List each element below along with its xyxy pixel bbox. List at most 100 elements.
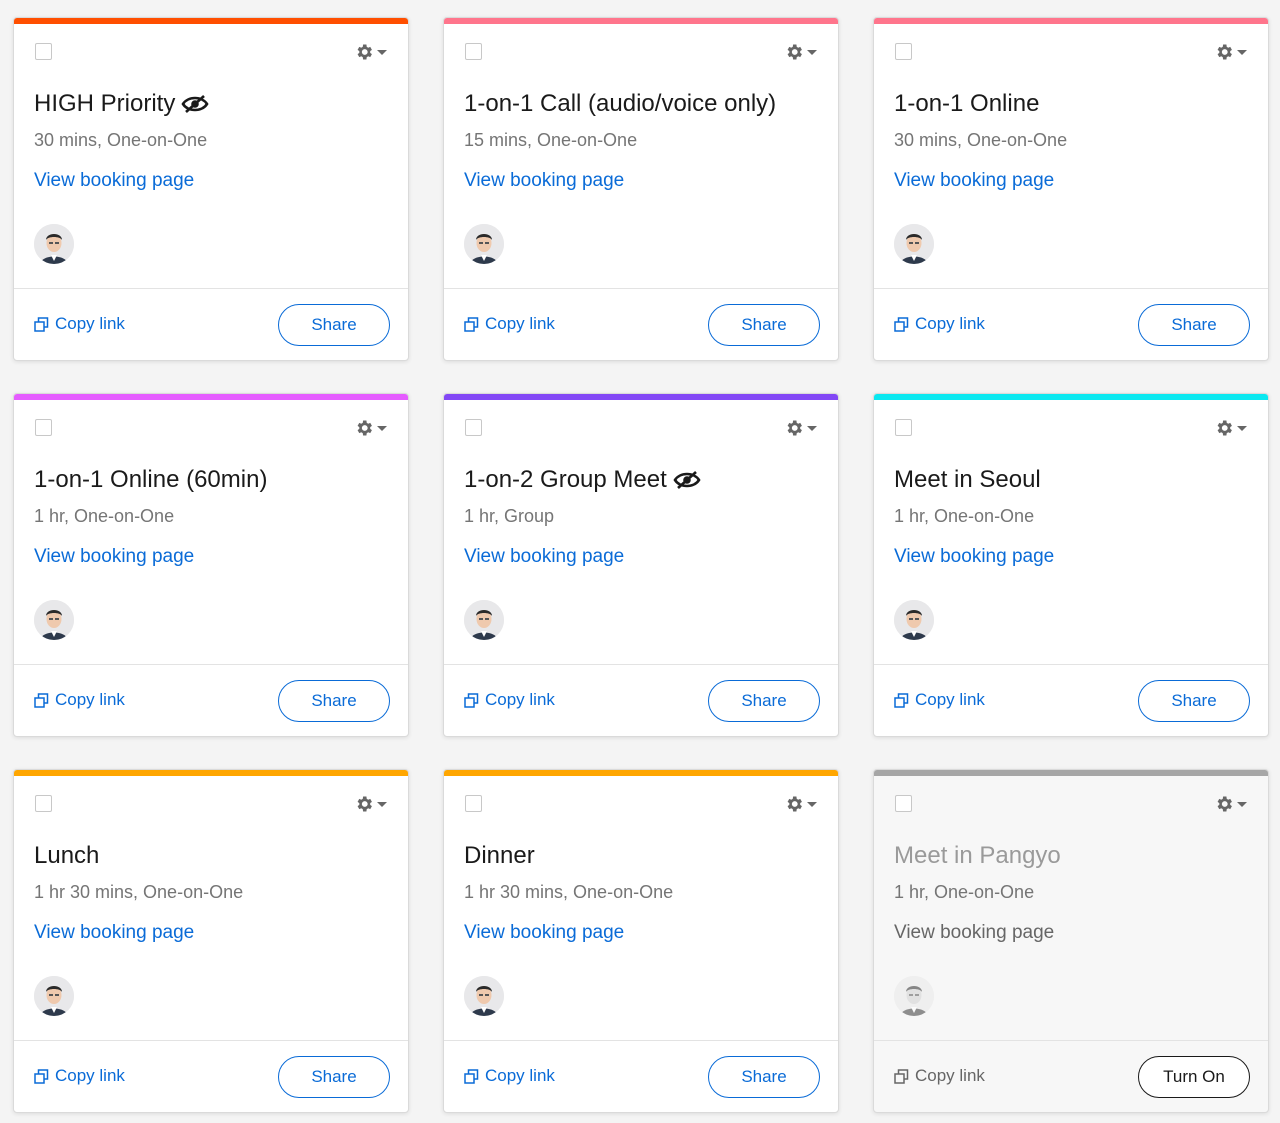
view-booking-page-link[interactable]: View booking page [464,170,625,191]
settings-menu[interactable] [354,793,394,815]
copy-icon [464,316,479,332]
copy-link-button[interactable]: Copy link [34,690,125,710]
settings-menu[interactable] [1214,417,1254,439]
copy-link-button[interactable]: Copy link [894,1066,985,1086]
card-divider [874,1040,1268,1041]
select-checkbox[interactable] [895,795,912,812]
share-button[interactable]: Share [708,1056,820,1098]
share-button[interactable]: Share [708,680,820,722]
event-duration: 1 hr 30 mins, One-on-One [464,882,674,902]
settings-menu[interactable] [784,417,824,439]
copy-link-button[interactable]: Copy link [464,690,555,710]
copy-icon [894,1068,909,1084]
share-button[interactable]: Share [708,304,820,346]
chevron-down-icon [1237,49,1247,55]
select-checkbox[interactable] [35,795,52,812]
gear-icon [787,420,802,436]
select-checkbox[interactable] [35,43,52,60]
settings-menu[interactable] [1214,41,1254,63]
view-booking-page-link[interactable]: View booking page [34,170,195,191]
event-title: HIGH Priority [34,90,394,118]
settings-menu[interactable] [784,793,824,815]
settings-menu[interactable] [784,41,824,63]
event-title-text: 1-on-2 Group Meet [464,466,667,493]
copy-link-label: Copy link [55,690,125,709]
copy-icon [894,316,909,332]
copy-link-button[interactable]: Copy link [34,314,125,334]
view-booking-page-link[interactable]: View booking page [34,546,195,567]
turn-on-button[interactable]: Turn On [1138,1056,1250,1098]
event-duration: 30 mins, One-on-One [894,130,1068,150]
view-booking-page-link[interactable]: View booking page [894,546,1055,567]
event-title: 1-on-1 Call (audio/voice only) [464,90,824,118]
copy-link-button[interactable]: Copy link [34,1066,125,1086]
select-checkbox[interactable] [895,43,912,60]
gear-icon [1217,420,1232,436]
view-booking-page-link[interactable]: View booking page [894,922,1055,943]
event-duration: 1 hr, One-on-One [894,506,1035,526]
event-title: 1-on-1 Online [894,90,1254,118]
event-title: 1-on-2 Group Meet [464,466,824,494]
share-button[interactable]: Share [1138,304,1250,346]
event-title: 1-on-1 Online (60min) [34,466,394,494]
event-title: Meet in Seoul [894,466,1254,494]
chevron-down-icon [807,801,817,807]
chevron-down-icon [1237,801,1247,807]
copy-link-button[interactable]: Copy link [464,1066,555,1086]
card-divider [444,288,838,289]
settings-menu[interactable] [1214,793,1254,815]
copy-link-button[interactable]: Copy link [464,314,555,334]
share-button[interactable]: Share [278,304,390,346]
gear-icon [1217,796,1232,812]
chevron-down-icon [377,425,387,431]
event-color-bar [14,770,408,776]
share-button[interactable]: Share [1138,680,1250,722]
select-checkbox[interactable] [465,795,482,812]
view-booking-page-link[interactable]: View booking page [34,922,195,943]
avatar [464,224,504,264]
copy-link-label: Copy link [55,1066,125,1085]
copy-link-button[interactable]: Copy link [894,690,985,710]
event-color-bar [874,770,1268,776]
user-avatar-icon [34,600,74,640]
select-checkbox[interactable] [895,419,912,436]
chevron-down-icon [807,425,817,431]
copy-link-label: Copy link [485,690,555,709]
event-title: Lunch [34,842,394,870]
select-checkbox[interactable] [35,419,52,436]
select-checkbox[interactable] [465,419,482,436]
hidden-eye-icon [673,471,701,489]
avatar [34,600,74,640]
event-title-text: Meet in Seoul [894,466,1041,493]
copy-link-button[interactable]: Copy link [894,314,985,334]
avatar [34,224,74,264]
event-color-bar [444,394,838,400]
event-duration: 30 mins, One-on-One [34,130,208,150]
event-card: 1-on-1 Online 30 mins, One-on-One View b… [873,17,1269,361]
event-color-bar [444,18,838,24]
gear-icon [357,44,372,60]
select-checkbox[interactable] [465,43,482,60]
settings-menu[interactable] [354,417,394,439]
copy-link-label: Copy link [915,690,985,709]
card-divider [874,288,1268,289]
view-booking-page-link[interactable]: View booking page [464,546,625,567]
event-title: Meet in Pangyo [894,842,1254,870]
settings-menu[interactable] [354,41,394,63]
view-booking-page-link[interactable]: View booking page [464,922,625,943]
event-card: Dinner 1 hr 30 mins, One-on-One View boo… [443,769,839,1113]
avatar [894,976,934,1016]
share-button[interactable]: Share [278,1056,390,1098]
event-title-text: 1-on-1 Online (60min) [34,466,268,493]
event-card: Meet in Pangyo 1 hr, One-on-One View boo… [873,769,1269,1113]
event-title-text: Lunch [34,842,100,869]
share-button[interactable]: Share [278,680,390,722]
card-divider [14,1040,408,1041]
event-card: Lunch 1 hr 30 mins, One-on-One View book… [13,769,409,1113]
chevron-down-icon [377,801,387,807]
chevron-down-icon [807,49,817,55]
event-duration: 15 mins, One-on-One [464,130,638,150]
event-title-text: Meet in Pangyo [894,842,1061,869]
view-booking-page-link[interactable]: View booking page [894,170,1055,191]
hidden-eye-icon [181,95,209,113]
